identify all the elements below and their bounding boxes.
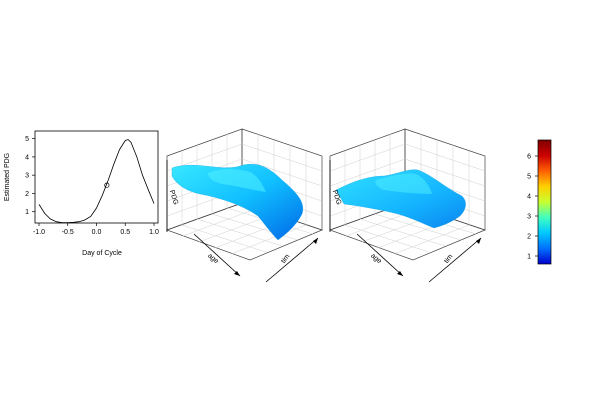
y-axis-label: Estimated PDG	[4, 153, 11, 201]
y-tick-label: 2	[25, 191, 29, 198]
x-ticks: -1.0 -0.5 0.0 0.5 1.0	[33, 223, 159, 236]
y-axis-2	[428, 237, 482, 283]
y-axis-label-1: tim	[280, 253, 291, 265]
colorbar-rect	[537, 139, 552, 265]
pdg-curve	[38, 139, 155, 224]
colorbar-ticks: 1 2 3 4 5 6	[527, 154, 538, 261]
x-tick-label: 1.0	[149, 229, 159, 236]
colorbar-tick-label: 3	[527, 214, 531, 221]
y-tick-label: 3	[25, 173, 29, 180]
x-tick-label: 0.5	[120, 229, 130, 236]
y-axis-1	[265, 237, 319, 283]
surface-plot-2: PDG age tim	[328, 128, 486, 283]
colorbar-tick-label: 5	[527, 174, 531, 181]
x-axis-label-2: age	[369, 252, 383, 265]
y-ticks: 1 2 3 4 5	[25, 136, 35, 216]
colorbar: 1 2 3 4 5 6	[527, 139, 552, 265]
x-axis-1	[193, 233, 241, 277]
colorbar-tick-label: 6	[527, 154, 531, 161]
surface-2	[335, 169, 466, 229]
y-tick-label: 4	[25, 154, 29, 161]
y-tick-label: 5	[25, 136, 29, 143]
curve-marker	[104, 182, 110, 188]
z-axis-label-1: PDG	[168, 189, 179, 206]
colorbar-tick-label: 1	[527, 254, 531, 261]
colorbar-tick-label: 4	[527, 194, 531, 201]
colorbar-tick-label: 2	[527, 234, 531, 241]
surface-1	[171, 163, 304, 241]
surface-plot-1: PDG age tim	[165, 128, 323, 283]
x-axis-label: Day of Cycle	[82, 250, 122, 257]
y-tick-label: 1	[25, 209, 29, 216]
x-tick-label: -0.5	[62, 229, 74, 236]
z-axis-label-2: PDG	[331, 189, 342, 206]
line-chart: -1.0 -0.5 0.0 0.5 1.0 1 2 3 4 5 Day of Cycle Est…	[4, 130, 159, 257]
x-axis-2	[356, 233, 404, 277]
surface-2-highlight	[375, 173, 432, 194]
x-tick-label: 0.0	[92, 229, 102, 236]
surface-1-highlight	[208, 169, 266, 192]
x-tick-label: -1.0	[33, 229, 45, 236]
y-axis-label-2: tim	[443, 253, 454, 265]
x-axis-label-1: age	[206, 252, 220, 265]
plot-frame	[34, 130, 159, 224]
